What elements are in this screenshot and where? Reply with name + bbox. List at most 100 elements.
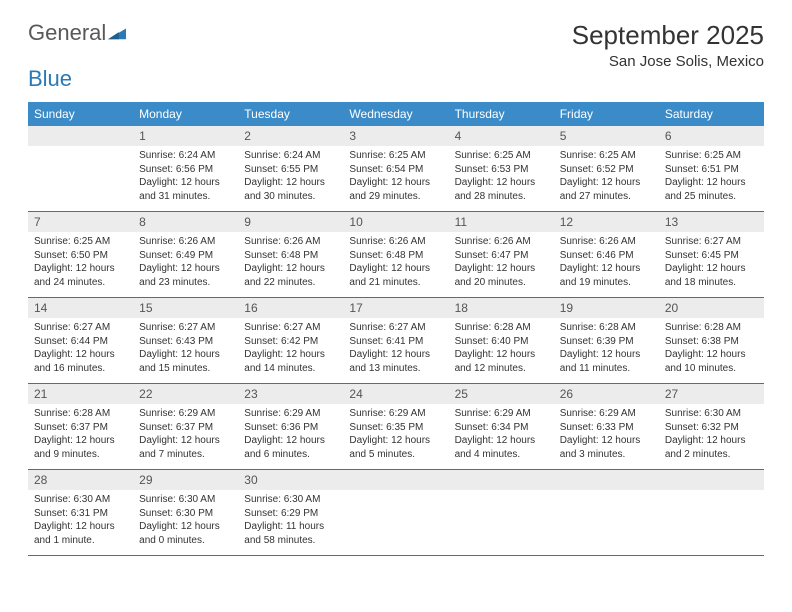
day-number: 15 — [133, 298, 238, 319]
day-day1: Daylight: 12 hours — [560, 176, 653, 190]
day-day1: Daylight: 12 hours — [455, 176, 548, 190]
day-number: 9 — [238, 212, 343, 233]
day-sunrise: Sunrise: 6:30 AM — [665, 407, 758, 421]
daynum-row: 21222324252627 — [28, 384, 764, 405]
day-number: 18 — [449, 298, 554, 319]
day-sunrise: Sunrise: 6:27 AM — [349, 321, 442, 335]
day-sunrise: Sunrise: 6:24 AM — [139, 149, 232, 163]
day-cell: Sunrise: 6:24 AMSunset: 6:56 PMDaylight:… — [133, 146, 238, 212]
day-day1: Daylight: 12 hours — [665, 262, 758, 276]
day-day1: Daylight: 12 hours — [139, 434, 232, 448]
day-sunset: Sunset: 6:40 PM — [455, 335, 548, 349]
day-day1: Daylight: 12 hours — [665, 176, 758, 190]
day-sunrise: Sunrise: 6:27 AM — [139, 321, 232, 335]
day-cell: Sunrise: 6:28 AMSunset: 6:40 PMDaylight:… — [449, 318, 554, 384]
day-cell: Sunrise: 6:28 AMSunset: 6:37 PMDaylight:… — [28, 404, 133, 470]
day-day2: and 2 minutes. — [665, 448, 758, 462]
day-day2: and 30 minutes. — [244, 190, 337, 204]
day-day2: and 9 minutes. — [34, 448, 127, 462]
day-sunset: Sunset: 6:53 PM — [455, 163, 548, 177]
day-number: 17 — [343, 298, 448, 319]
day-sunset: Sunset: 6:52 PM — [560, 163, 653, 177]
day-sunrise: Sunrise: 6:28 AM — [665, 321, 758, 335]
day-number: 25 — [449, 384, 554, 405]
day-sunset: Sunset: 6:43 PM — [139, 335, 232, 349]
day-number — [28, 126, 133, 146]
day-sunrise: Sunrise: 6:25 AM — [349, 149, 442, 163]
day-number: 26 — [554, 384, 659, 405]
day-day1: Daylight: 12 hours — [139, 348, 232, 362]
day-cell: Sunrise: 6:30 AMSunset: 6:32 PMDaylight:… — [659, 404, 764, 470]
day-cell: Sunrise: 6:26 AMSunset: 6:46 PMDaylight:… — [554, 232, 659, 298]
day-cell: Sunrise: 6:27 AMSunset: 6:45 PMDaylight:… — [659, 232, 764, 298]
day-cell: Sunrise: 6:25 AMSunset: 6:53 PMDaylight:… — [449, 146, 554, 212]
day-number: 28 — [28, 470, 133, 491]
day-cell: Sunrise: 6:29 AMSunset: 6:33 PMDaylight:… — [554, 404, 659, 470]
day-sunset: Sunset: 6:42 PM — [244, 335, 337, 349]
day-sunrise: Sunrise: 6:30 AM — [34, 493, 127, 507]
day-sunset: Sunset: 6:38 PM — [665, 335, 758, 349]
day-number: 22 — [133, 384, 238, 405]
day-day2: and 28 minutes. — [455, 190, 548, 204]
day-day2: and 11 minutes. — [560, 362, 653, 376]
day-sunrise: Sunrise: 6:29 AM — [349, 407, 442, 421]
day-sunrise: Sunrise: 6:25 AM — [34, 235, 127, 249]
day-number: 4 — [449, 126, 554, 146]
day-day1: Daylight: 12 hours — [455, 262, 548, 276]
day-cell — [343, 490, 448, 556]
location-subtitle: San Jose Solis, Mexico — [572, 53, 764, 70]
day-number — [659, 470, 764, 491]
day-cell — [554, 490, 659, 556]
day-cell: Sunrise: 6:26 AMSunset: 6:48 PMDaylight:… — [238, 232, 343, 298]
day-cell: Sunrise: 6:26 AMSunset: 6:47 PMDaylight:… — [449, 232, 554, 298]
day-day2: and 6 minutes. — [244, 448, 337, 462]
day-cell: Sunrise: 6:29 AMSunset: 6:37 PMDaylight:… — [133, 404, 238, 470]
day-sunset: Sunset: 6:51 PM — [665, 163, 758, 177]
day-cell: Sunrise: 6:30 AMSunset: 6:31 PMDaylight:… — [28, 490, 133, 556]
day-day1: Daylight: 12 hours — [34, 262, 127, 276]
daynum-row: 78910111213 — [28, 212, 764, 233]
day-number — [449, 470, 554, 491]
day-number — [554, 470, 659, 491]
day-number: 20 — [659, 298, 764, 319]
content-row: Sunrise: 6:27 AMSunset: 6:44 PMDaylight:… — [28, 318, 764, 384]
day-number: 8 — [133, 212, 238, 233]
daynum-row: 123456 — [28, 126, 764, 146]
day-day2: and 21 minutes. — [349, 276, 442, 290]
day-day1: Daylight: 12 hours — [34, 348, 127, 362]
calendar-table: Sunday Monday Tuesday Wednesday Thursday… — [28, 102, 764, 556]
day-day1: Daylight: 12 hours — [455, 348, 548, 362]
day-day2: and 13 minutes. — [349, 362, 442, 376]
day-sunset: Sunset: 6:37 PM — [139, 421, 232, 435]
day-number: 11 — [449, 212, 554, 233]
day-sunset: Sunset: 6:41 PM — [349, 335, 442, 349]
day-sunrise: Sunrise: 6:28 AM — [34, 407, 127, 421]
day-day2: and 14 minutes. — [244, 362, 337, 376]
day-day2: and 12 minutes. — [455, 362, 548, 376]
day-sunset: Sunset: 6:35 PM — [349, 421, 442, 435]
day-day1: Daylight: 12 hours — [455, 434, 548, 448]
day-number: 6 — [659, 126, 764, 146]
day-number: 24 — [343, 384, 448, 405]
day-sunrise: Sunrise: 6:27 AM — [34, 321, 127, 335]
day-cell: Sunrise: 6:26 AMSunset: 6:49 PMDaylight:… — [133, 232, 238, 298]
day-day1: Daylight: 12 hours — [244, 262, 337, 276]
day-cell: Sunrise: 6:25 AMSunset: 6:51 PMDaylight:… — [659, 146, 764, 212]
day-cell: Sunrise: 6:29 AMSunset: 6:34 PMDaylight:… — [449, 404, 554, 470]
brand-text-1: General — [28, 20, 106, 46]
day-day1: Daylight: 12 hours — [34, 434, 127, 448]
day-day2: and 19 minutes. — [560, 276, 653, 290]
day-day1: Daylight: 12 hours — [139, 176, 232, 190]
day-cell: Sunrise: 6:25 AMSunset: 6:50 PMDaylight:… — [28, 232, 133, 298]
day-day1: Daylight: 12 hours — [139, 520, 232, 534]
day-sunset: Sunset: 6:55 PM — [244, 163, 337, 177]
day-sunrise: Sunrise: 6:26 AM — [455, 235, 548, 249]
day-sunset: Sunset: 6:45 PM — [665, 249, 758, 263]
day-day2: and 23 minutes. — [139, 276, 232, 290]
day-cell: Sunrise: 6:27 AMSunset: 6:41 PMDaylight:… — [343, 318, 448, 384]
day-sunset: Sunset: 6:47 PM — [455, 249, 548, 263]
day-day1: Daylight: 12 hours — [139, 262, 232, 276]
calendar-page: General September 2025 San Jose Solis, M… — [0, 0, 792, 612]
daynum-row: 282930 — [28, 470, 764, 491]
day-day1: Daylight: 12 hours — [34, 520, 127, 534]
